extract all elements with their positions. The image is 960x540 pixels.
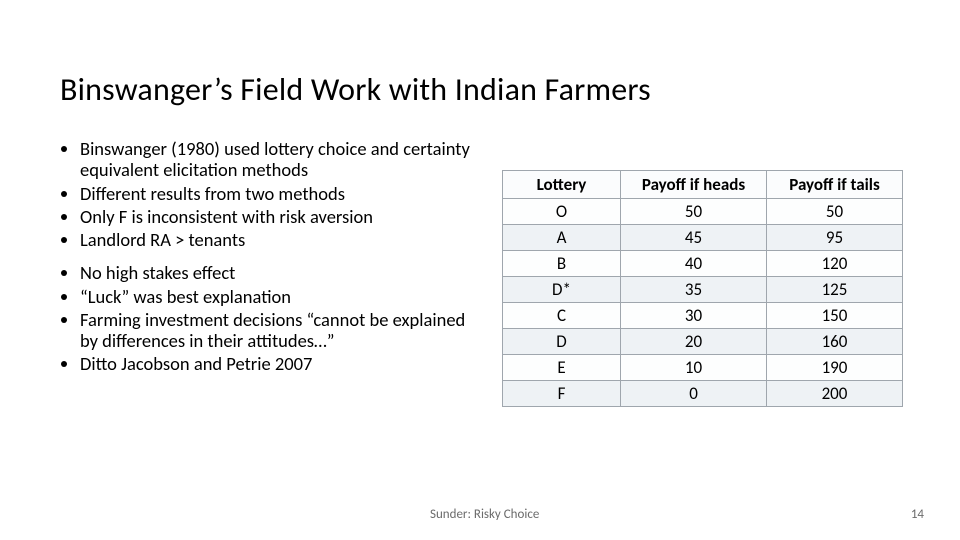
cell: 30: [621, 303, 767, 329]
cell: F: [503, 381, 621, 407]
list-item: Different results from two methods: [80, 183, 482, 204]
cell: C: [503, 303, 621, 329]
slide: Binswanger’s Field Work with Indian Farm…: [0, 0, 960, 540]
bullet-content: Binswanger (1980) used lottery choice an…: [62, 138, 482, 377]
table-header-row: Lottery Payoff if heads Payoff if tails: [503, 171, 903, 199]
table-row: D* 35 125: [503, 277, 903, 303]
col-header: Payoff if heads: [621, 171, 767, 199]
list-item: Only F is inconsistent with risk aversio…: [80, 206, 482, 227]
cell: 10: [621, 355, 767, 381]
bullet-list-2: No high stakes effect “Luck” was best ex…: [62, 262, 482, 374]
col-header: Payoff if tails: [767, 171, 903, 199]
cell: 0: [621, 381, 767, 407]
cell: 190: [767, 355, 903, 381]
cell: 50: [621, 199, 767, 225]
cell: D: [503, 329, 621, 355]
list-item: No high stakes effect: [80, 262, 482, 283]
list-item: Binswanger (1980) used lottery choice an…: [80, 138, 482, 181]
table-row: A 45 95: [503, 225, 903, 251]
col-header: Lottery: [503, 171, 621, 199]
table-row: F 0 200: [503, 381, 903, 407]
cell: A: [503, 225, 621, 251]
table-row: O 50 50: [503, 199, 903, 225]
cell: 95: [767, 225, 903, 251]
list-item: Ditto Jacobson and Petrie 2007: [80, 353, 482, 374]
payoff-table-wrap: Lottery Payoff if heads Payoff if tails …: [502, 170, 902, 407]
table-row: D 20 160: [503, 329, 903, 355]
cell: E: [503, 355, 621, 381]
cell: 150: [767, 303, 903, 329]
cell: 200: [767, 381, 903, 407]
table-row: C 30 150: [503, 303, 903, 329]
cell: O: [503, 199, 621, 225]
table-row: E 10 190: [503, 355, 903, 381]
list-item: Farming investment decisions “cannot be …: [80, 309, 482, 352]
bullet-list-1: Binswanger (1980) used lottery choice an…: [62, 138, 482, 250]
list-item: Landlord RA > tenants: [80, 229, 482, 250]
cell: 40: [621, 251, 767, 277]
cell: 20: [621, 329, 767, 355]
footer-text: Sunder: Risky Choice: [430, 507, 539, 522]
cell: 160: [767, 329, 903, 355]
page-number: 14: [911, 507, 924, 522]
cell: 125: [767, 277, 903, 303]
cell: B: [503, 251, 621, 277]
cell: 50: [767, 199, 903, 225]
list-item: “Luck” was best explanation: [80, 286, 482, 307]
cell: 120: [767, 251, 903, 277]
slide-title: Binswanger’s Field Work with Indian Farm…: [60, 70, 651, 109]
cell: 35: [621, 277, 767, 303]
table-row: B 40 120: [503, 251, 903, 277]
payoff-table: Lottery Payoff if heads Payoff if tails …: [502, 170, 903, 407]
cell: D*: [503, 277, 621, 303]
cell: 45: [621, 225, 767, 251]
